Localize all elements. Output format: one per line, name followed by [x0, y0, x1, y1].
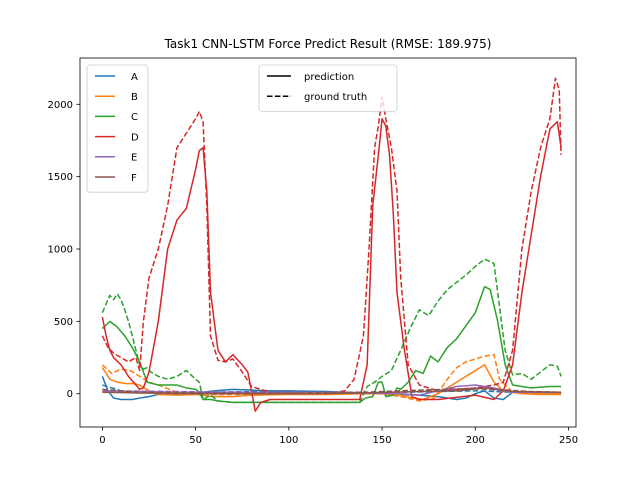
legend-style-label: ground truth — [304, 92, 367, 103]
legend-label-e: E — [131, 153, 137, 164]
chart-title: Task1 CNN-LSTM Force Predict Result (RMS… — [164, 37, 492, 51]
x-tick-label: 50 — [189, 435, 202, 446]
x-tick-label: 250 — [559, 435, 578, 446]
legend-series-box — [86, 64, 149, 193]
y-tick-label: 2000 — [48, 100, 73, 111]
series-b-prediction-line — [101, 364, 562, 401]
legend-label-b: B — [131, 92, 138, 103]
y-tick-label: 0 — [67, 389, 73, 400]
series-e-prediction-line — [102, 384, 562, 396]
axes: 0 50 100 150 200 250 0 500 1000 1500 2000 — [48, 57, 578, 446]
legend-label-c: C — [131, 112, 138, 123]
series-d-prediction-line — [101, 118, 562, 412]
plot-lines — [101, 77, 562, 412]
series-f-truth-line — [102, 387, 562, 394]
y-tick-label: 500 — [54, 317, 73, 328]
series-e-truth-line — [102, 387, 562, 394]
y-tick-label: 1000 — [48, 245, 73, 256]
series-a-prediction-line — [101, 376, 562, 401]
series-c-truth-line — [101, 258, 562, 404]
legend-label-a: A — [131, 72, 138, 83]
legend-style-label: prediction — [304, 72, 354, 83]
x-tick-label: 200 — [466, 435, 485, 446]
x-tick-label: 0 — [99, 435, 105, 446]
x-tick-label: 150 — [373, 435, 392, 446]
legend-styles-box — [258, 64, 398, 112]
y-tick-label: 1500 — [48, 172, 73, 183]
legend-label-d: D — [131, 132, 139, 143]
plot-frame — [79, 57, 577, 428]
legend-styles: prediction ground truth — [258, 64, 398, 112]
legend-label-f: F — [131, 173, 137, 184]
series-c-prediction-line — [101, 285, 562, 404]
x-tick-label: 100 — [279, 435, 298, 446]
